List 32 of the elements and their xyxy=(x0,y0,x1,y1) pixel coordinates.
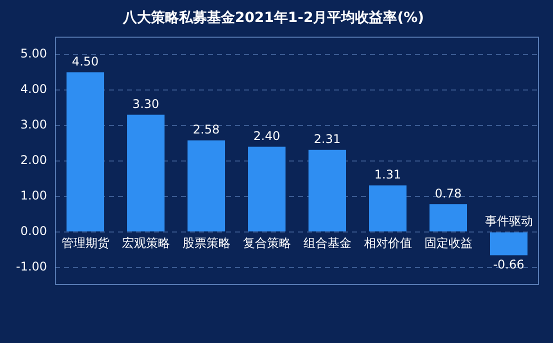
y-tick-label: -1.00 xyxy=(16,259,48,274)
bar xyxy=(127,114,165,232)
x-tick-label: 复合策略 xyxy=(242,236,291,250)
bar xyxy=(490,232,528,256)
x-tick-label: 管理期货 xyxy=(61,236,110,250)
chart-title: 八大策略私募基金2021年1-2月平均收益率(%) xyxy=(122,9,424,26)
data-label: 4.50 xyxy=(72,54,99,68)
data-label: 1.31 xyxy=(374,167,402,182)
x-tick-label: 组合基金 xyxy=(303,236,352,250)
x-tick-label: 固定收益 xyxy=(424,236,472,250)
y-tick-label: 1.00 xyxy=(20,188,48,202)
x-tick-label: 事件驱动 xyxy=(484,214,533,228)
data-label: 2.31 xyxy=(314,132,341,146)
bar xyxy=(66,72,104,232)
bar xyxy=(188,140,226,232)
data-label: -0.66 xyxy=(493,257,524,272)
x-tick-label: 相对价值 xyxy=(364,236,412,250)
x-tick-label: 宏观策略 xyxy=(122,236,170,250)
data-label: 0.78 xyxy=(434,186,462,200)
y-tick-label: 3.00 xyxy=(20,118,48,132)
x-tick-label: 股票策略 xyxy=(182,236,230,250)
data-label: 3.30 xyxy=(132,96,160,111)
data-label: 2.58 xyxy=(192,122,220,136)
y-tick-label: 4.00 xyxy=(20,82,48,96)
bar xyxy=(308,150,346,232)
y-tick-label: 0.00 xyxy=(20,224,48,238)
y-tick-label: 2.00 xyxy=(20,153,48,168)
bar xyxy=(369,185,407,232)
bar xyxy=(430,204,468,232)
y-tick-label: 5.00 xyxy=(20,46,48,61)
data-label: 2.40 xyxy=(253,128,280,143)
bar xyxy=(248,146,286,232)
